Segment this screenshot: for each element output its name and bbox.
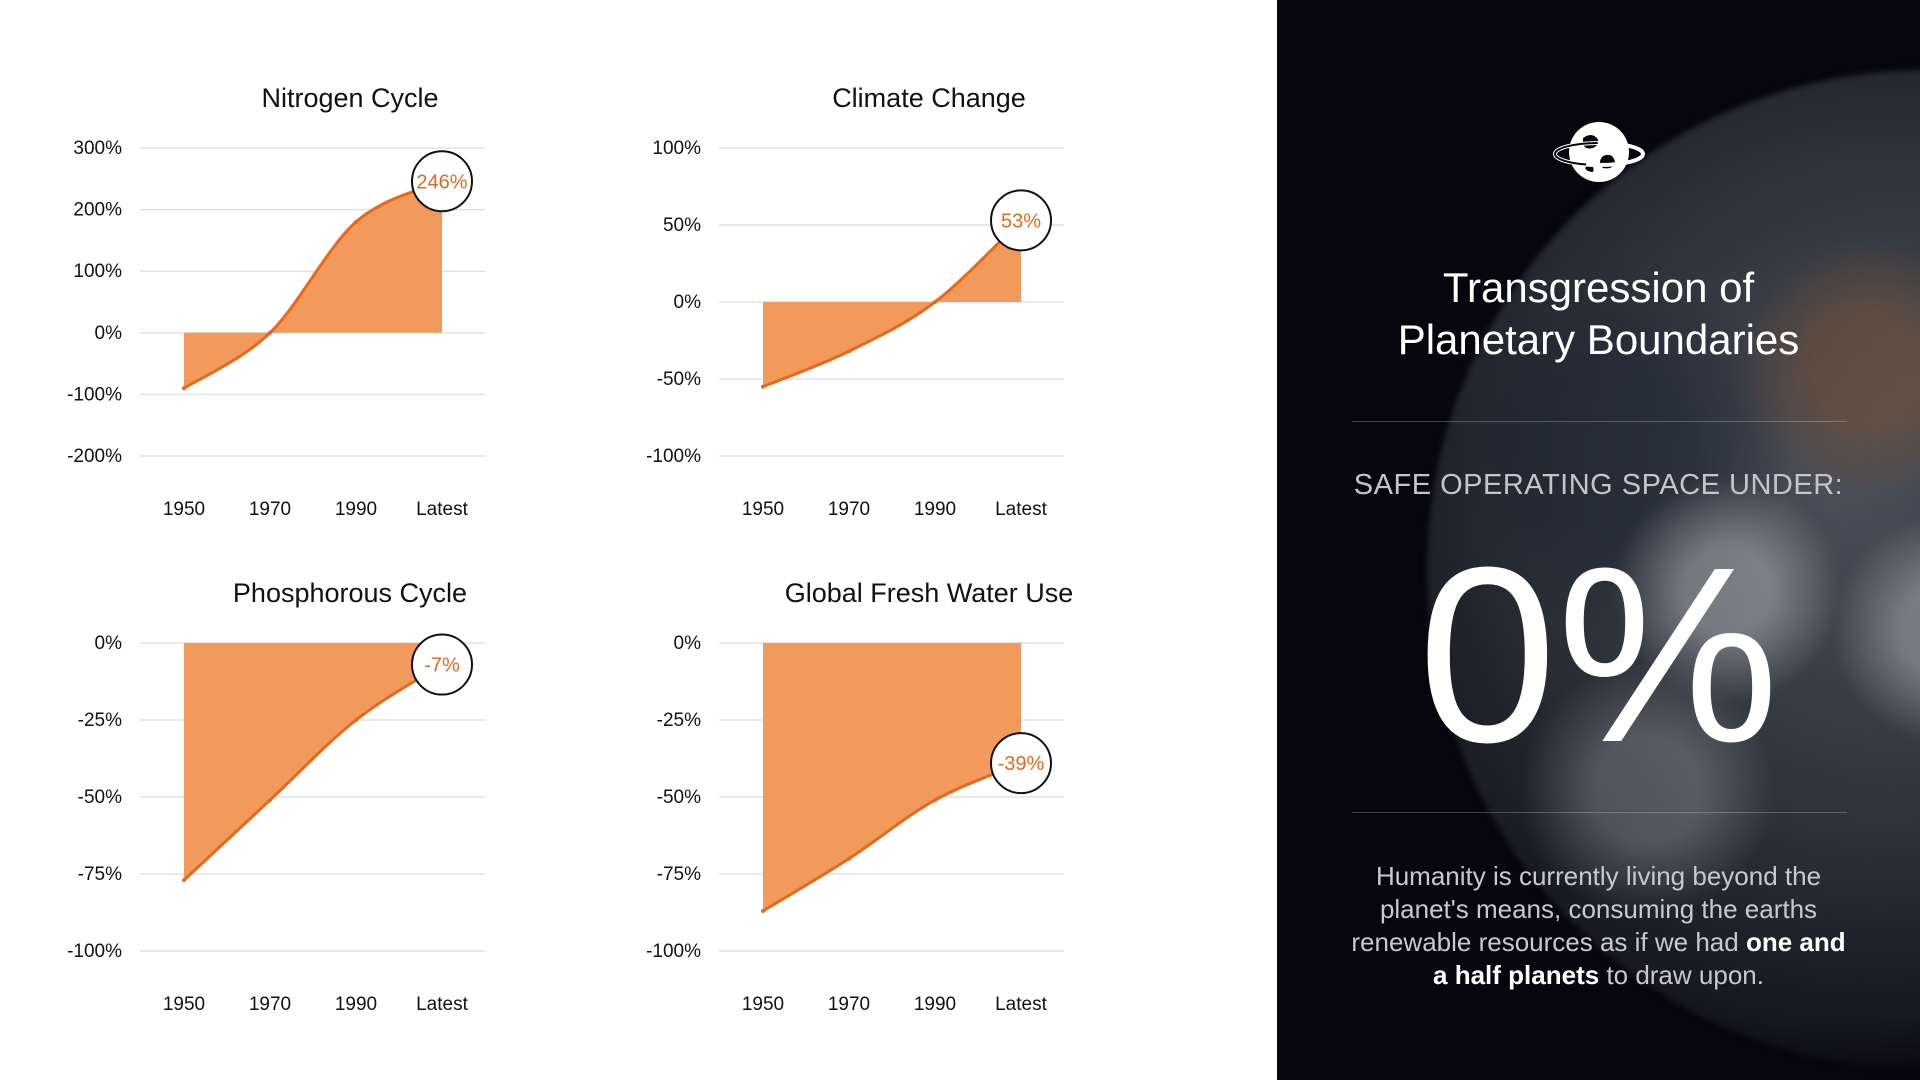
y-tick-label: 200% [73,200,122,221]
y-tick-label: 0% [95,323,123,344]
sidebar-title-line-2: Planetary Boundaries [1397,316,1800,363]
area-fill [184,643,442,881]
y-tick-label: 0% [674,633,702,654]
y-tick-label: -100% [646,941,701,962]
x-tick-label: 1950 [163,994,205,1015]
y-tick-label: 50% [663,215,701,236]
value-callout-label: 246% [416,171,467,193]
x-tick-label: 1990 [335,499,377,520]
data-point [761,384,765,389]
x-tick-label: Latest [995,994,1047,1015]
value-callout-label: -39% [998,753,1045,775]
data-point [268,330,272,335]
value-callout-circle [990,732,1052,795]
chart-svg: 0% -25% -50% -75% -100% 1950 1970 1990 Latest -39… [646,633,1064,1015]
sidebar-title-line-1: Transgression of [1442,264,1755,311]
chart-title: Climate Change [832,83,1026,113]
x-tick-label: 1950 [742,499,784,520]
y-tick-label: -25% [78,710,122,731]
value-callout-circle [411,150,473,213]
series-line [762,761,1022,913]
data-point [354,219,358,224]
value-callout-label: 53% [1001,210,1041,232]
y-tick-label: 100% [73,261,122,282]
value-callout-circle [411,633,473,696]
x-tick-label: 1970 [828,499,870,520]
data-point [761,908,765,913]
x-tick-label: 1990 [914,499,956,520]
body-text-start: Humanity is currently living beyond the … [1351,861,1822,957]
y-tick-label: -200% [67,446,122,467]
phosphorous-cycle-chart: Phosphorous Cycle 0% -25% -50% -75% -100% 195… [60,510,640,1015]
data-point [847,349,851,354]
y-tick-label: -100% [646,446,701,467]
x-tick-label: 1950 [742,994,784,1015]
x-tick-label: 1990 [914,994,956,1015]
x-tick-label: Latest [416,499,468,520]
x-tick-label: 1970 [249,994,291,1015]
y-tick-label: -75% [78,864,122,885]
value-callout-label: -7% [424,655,460,677]
nitrogen-cycle-chart: Nitrogen Cycle 300% 200% 100% 0% -100% -200% 1… [60,15,640,520]
sidebar-panel: Transgression of Planetary Boundaries SA… [1277,0,1920,1080]
sidebar-title: Transgression of Planetary Boundaries [1277,262,1920,366]
chart-svg: 100% 50% 0% -50% -100% 1950 1970 1990 Latest 53% [646,138,1064,520]
y-tick-label: -50% [657,369,701,390]
divider [1352,421,1847,422]
chart-title: Global Fresh Water Use [784,578,1074,608]
area-fill [184,181,442,389]
x-tick-label: Latest [416,994,468,1015]
data-point [847,856,851,861]
series-line [762,219,1023,389]
y-tick-label: -25% [657,710,701,731]
sidebar-body-text: Humanity is currently living beyond the … [1347,860,1850,992]
climate-change-chart: Climate Change 100% 50% 0% -50% -100% 1950 197… [639,15,1219,520]
fresh-water-use-chart: Global Fresh Water Use 0% -25% -50% -75% -10… [639,510,1219,1015]
data-point [182,386,186,391]
y-tick-label: 0% [95,633,123,654]
x-tick-label: 1970 [828,994,870,1015]
chart-svg: 0% -25% -50% -75% -100% 1950 1970 1990 Latest -7% [67,633,485,1015]
data-point [354,718,358,722]
value-callout-circle [990,189,1052,252]
globe-with-ring-icon [1553,122,1645,182]
y-tick-label: 100% [652,138,701,159]
y-tick-label: -50% [78,787,122,808]
chart-svg: 300% 200% 100% 0% -100% -200% 1950 1970 1990 Late… [67,138,485,520]
data-point [933,300,937,304]
y-tick-label: -75% [657,864,701,885]
area-fill [763,220,1021,387]
data-point [268,798,272,803]
series-line [182,663,443,882]
data-point [933,798,937,803]
body-text-end: to draw upon. [1599,960,1764,990]
x-tick-label: 1950 [163,499,205,520]
y-tick-label: 0% [674,292,702,313]
series-line [183,179,443,390]
body-text-emphasis: one and a half planets [1433,927,1846,990]
x-tick-label: 1970 [249,499,291,520]
y-tick-label: 300% [73,138,122,159]
x-tick-label: Latest [995,499,1047,520]
y-tick-label: -50% [657,787,701,808]
divider [1352,812,1847,813]
y-tick-label: -100% [67,941,122,962]
charts-area: Nitrogen Cycle 300% 200% 100% 0% -100% -200% 1… [60,15,1219,1015]
sidebar-subtitle: SAFE OPERATING SPACE UNDER: [1353,469,1844,501]
chart-title: Nitrogen Cycle [261,83,439,113]
chart-title: Phosphorous Cycle [232,578,468,608]
y-tick-label: -100% [67,384,122,405]
x-tick-label: 1990 [335,994,377,1015]
data-point [182,878,186,883]
area-fill [763,643,1021,911]
big-percentage-value: 0% [1417,515,1780,794]
